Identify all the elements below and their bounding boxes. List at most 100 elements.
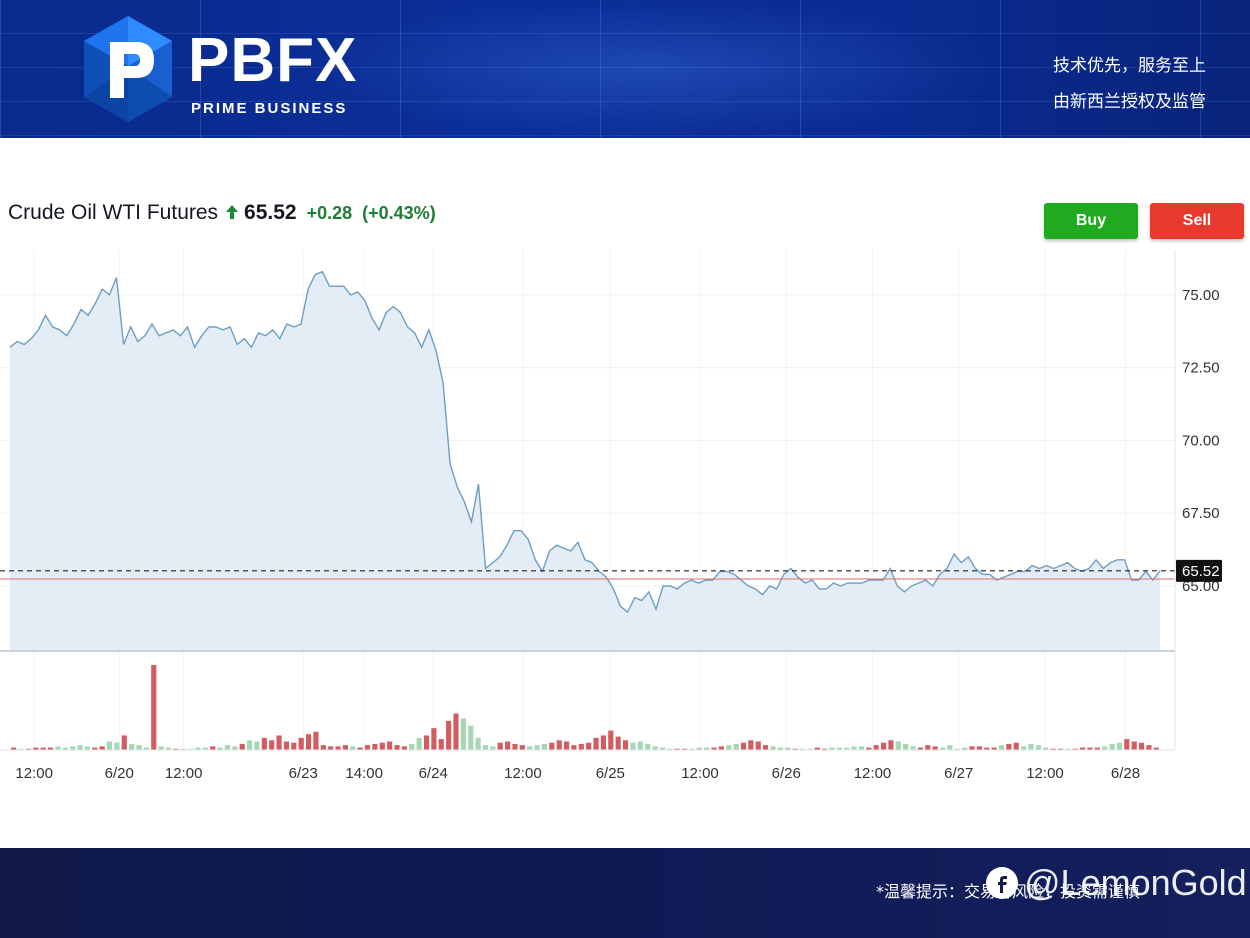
volume-bar [851, 746, 857, 750]
volume-bar [33, 747, 39, 750]
volume-bar [1050, 748, 1056, 750]
volume-bar [615, 736, 621, 750]
volume-bar [571, 745, 577, 750]
volume-bar [320, 745, 326, 750]
volume-bar [40, 747, 46, 750]
volume-bar [880, 742, 887, 750]
volume-bar [1102, 746, 1108, 750]
volume-bar [195, 747, 201, 750]
volume-bar [792, 748, 798, 750]
volume-bar [681, 748, 688, 750]
volume-bar [372, 743, 378, 750]
volume-bar [947, 745, 953, 750]
volume-bar [1057, 748, 1064, 750]
volume-bar [423, 735, 430, 750]
volume-bar [291, 742, 297, 750]
volume-bar [556, 740, 562, 750]
volume-bar [726, 745, 732, 750]
volume-bar [446, 720, 452, 750]
volume-bar [711, 747, 717, 750]
volume-bar [836, 747, 842, 750]
y-tick-label: 75.00 [1182, 287, 1220, 304]
volume-bar [600, 735, 607, 750]
sell-button[interactable]: Sell [1150, 203, 1244, 239]
volume-bar [84, 746, 90, 750]
last-price-tag [1176, 559, 1222, 582]
social-logo-icon [986, 867, 1018, 899]
volume-bar [527, 746, 533, 750]
volume-bar [232, 746, 238, 750]
volume-bar [1065, 748, 1071, 750]
volume-bar [1035, 745, 1041, 750]
volume-bar [151, 665, 157, 750]
volume-bar [394, 745, 400, 750]
x-tick-label: 12:00 [504, 765, 542, 782]
volume-bar [1006, 743, 1012, 750]
volume-bar [844, 747, 850, 750]
volume-bar [733, 743, 739, 750]
header-banner: PBFX PRIME BUSINESS 技术优先，服务至上 由新西兰授权及监管 [0, 0, 1250, 138]
volume-bar [1109, 743, 1115, 750]
slogan-line-2: 由新西兰授权及监管 [1053, 92, 1206, 112]
volume-bar [976, 746, 982, 750]
banner-glow-decoration [300, 0, 1000, 138]
volume-bar [696, 747, 702, 750]
volume-bar [932, 746, 938, 750]
volume-bar [106, 741, 113, 750]
volume-bar [637, 741, 643, 750]
volume-bar [645, 743, 651, 750]
volume-bar [718, 746, 724, 750]
pbfx-logo-icon [84, 16, 172, 122]
volume-bar [674, 748, 680, 750]
volume-bar [276, 735, 282, 750]
volume-bar [468, 725, 474, 750]
volume-bar [1072, 748, 1078, 750]
volume-bar [99, 746, 105, 750]
volume-bar [239, 743, 245, 750]
volume-bar [1094, 747, 1100, 750]
x-tick-label: 12:00 [15, 765, 53, 782]
x-tick-label: 12:00 [854, 765, 892, 782]
last-price-tag-label: 65.52 [1182, 563, 1220, 580]
volume-bar [328, 746, 334, 750]
volume-bar [740, 742, 747, 750]
volume-bar [1013, 742, 1019, 750]
x-tick-label: 6/23 [289, 765, 318, 782]
volume-bar [1028, 743, 1034, 750]
x-tick-label: 6/27 [944, 765, 973, 782]
volume-bar [143, 747, 149, 750]
volume-bar [305, 734, 312, 750]
x-tick-label: 6/25 [596, 765, 625, 782]
volume-bar [136, 745, 142, 750]
volume-bar [387, 741, 393, 750]
volume-bar [460, 718, 466, 750]
volume-bar [755, 741, 761, 750]
volume-bar [785, 747, 791, 750]
volume-bar [659, 747, 665, 750]
volume-bar [77, 745, 83, 750]
volume-bar [814, 747, 820, 750]
x-tick-label: 12:00 [165, 765, 203, 782]
volume-bar [1124, 739, 1130, 750]
y-tick-label: 65.00 [1182, 578, 1220, 595]
volume-bar [549, 742, 555, 750]
volume-bar [652, 746, 658, 750]
buy-button[interactable]: Buy [1044, 203, 1138, 239]
y-tick-label: 67.50 [1182, 505, 1220, 522]
volume-bar [866, 747, 872, 750]
x-tick-label: 6/20 [105, 765, 134, 782]
volume-bar [25, 748, 32, 750]
volume-bar [563, 741, 570, 750]
volume-bar [482, 745, 489, 750]
volume-bar [92, 747, 98, 750]
volume-bar [822, 748, 828, 750]
volume-bar [939, 747, 946, 750]
volume-bar [991, 747, 997, 750]
volume-bar [409, 743, 415, 750]
volume-bar [998, 745, 1005, 750]
volume-bar [202, 747, 208, 750]
price-line [9, 270, 1161, 614]
volume-bar [490, 746, 496, 750]
volume-bar [925, 745, 931, 750]
